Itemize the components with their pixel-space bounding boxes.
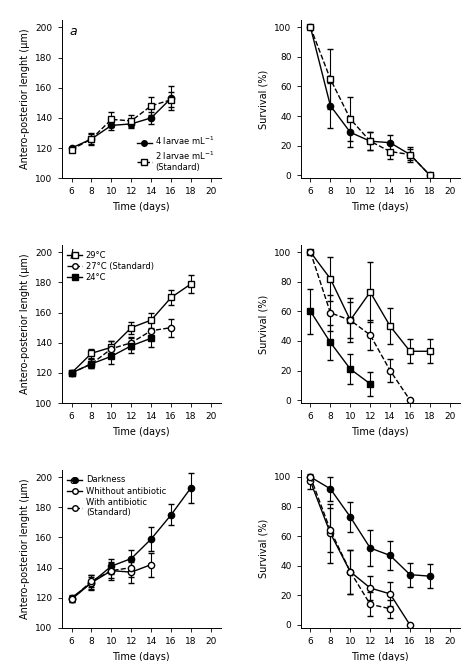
X-axis label: Time (days): Time (days): [112, 652, 170, 661]
Y-axis label: Antero-posterior lenght (µm): Antero-posterior lenght (µm): [20, 28, 30, 169]
X-axis label: Time (days): Time (days): [351, 652, 409, 661]
X-axis label: Time (days): Time (days): [112, 426, 170, 437]
Text: c: c: [70, 475, 76, 487]
Y-axis label: Antero-posterior lenght (µm): Antero-posterior lenght (µm): [20, 479, 30, 619]
Y-axis label: Antero-posterior lenght (µm): Antero-posterior lenght (µm): [20, 254, 30, 394]
Legend: 4 larvae mL$^{-1}$, 2 larvae mL$^{-1}$
(Standard): 4 larvae mL$^{-1}$, 2 larvae mL$^{-1}$ (…: [135, 134, 217, 174]
X-axis label: Time (days): Time (days): [351, 426, 409, 437]
Text: b: b: [70, 249, 77, 262]
Legend: 29°C, 27°C (Standard), 24°C: 29°C, 27°C (Standard), 24°C: [66, 249, 155, 284]
Legend: Darkness, Whithout antibiotic, With antibiotic
(Standard): Darkness, Whithout antibiotic, With anti…: [66, 474, 168, 519]
Y-axis label: Survival (%): Survival (%): [259, 519, 269, 578]
Text: a: a: [70, 24, 77, 38]
X-axis label: Time (days): Time (days): [112, 202, 170, 212]
X-axis label: Time (days): Time (days): [351, 202, 409, 212]
Y-axis label: Survival (%): Survival (%): [259, 294, 269, 354]
Y-axis label: Survival (%): Survival (%): [259, 69, 269, 129]
